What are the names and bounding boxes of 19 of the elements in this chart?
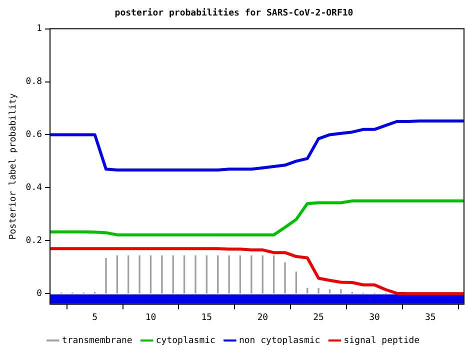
y-tick-label: 0.6 [26, 130, 42, 140]
x-tick-label: 35 [425, 312, 436, 323]
legend-label: transmembrane [62, 336, 132, 346]
x-tick-label: 5 [92, 312, 98, 323]
y-tick-label: 0.2 [26, 236, 42, 246]
x-tick-label: 30 [369, 312, 380, 323]
x-tick-label: 10 [145, 312, 156, 323]
x-tick-label: 20 [257, 312, 268, 323]
legend-label: cytoplasmic [156, 336, 216, 346]
y-axis-title: Posterior label probability [8, 92, 19, 240]
x-tick-label: 15 [201, 312, 212, 323]
y-tick-label: 1 [36, 24, 42, 34]
y-tick-label: 0.8 [26, 77, 42, 88]
chart-title: posterior probabilities for SARS-CoV-2-ORF10 [114, 8, 354, 19]
legend-label: non cytoplasmic [238, 336, 320, 346]
y-tick-label: 0.4 [26, 183, 42, 194]
x-tick-label: 25 [313, 312, 324, 323]
legend-label: signal peptide [344, 336, 420, 346]
y-tick-label: 0 [36, 288, 42, 299]
